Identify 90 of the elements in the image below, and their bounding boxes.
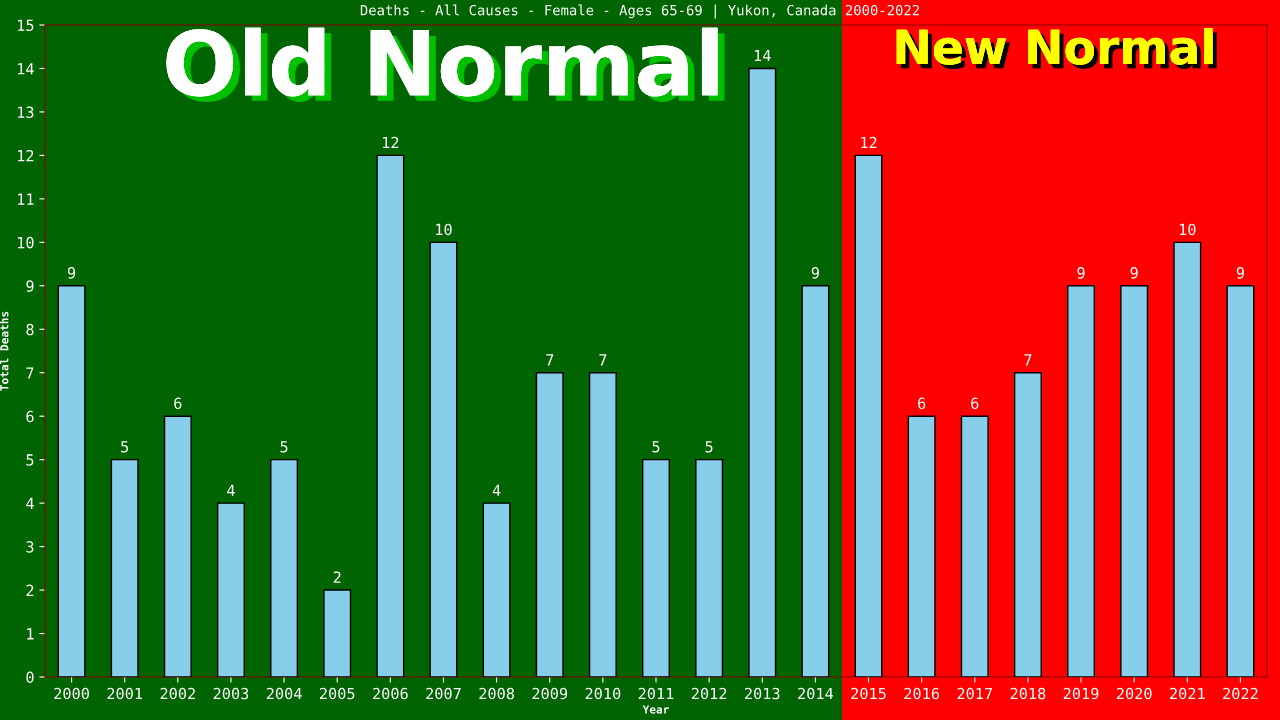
y-tick-label: 6 xyxy=(26,410,34,423)
bar xyxy=(57,285,86,677)
data-label: 14 xyxy=(754,49,771,62)
data-label: 10 xyxy=(1179,223,1196,236)
y-tick-label: 11 xyxy=(18,193,34,205)
y-tick-label: 15 xyxy=(18,19,34,32)
data-label: 2 xyxy=(333,571,341,583)
x-tick-label: 2020 xyxy=(1116,687,1152,700)
bar xyxy=(376,154,405,677)
x-tick-label: 2010 xyxy=(585,687,621,700)
bar xyxy=(1226,285,1255,677)
y-tick-label: 2 xyxy=(26,584,34,596)
data-label: 6 xyxy=(918,397,926,410)
x-tick-label: 2007 xyxy=(426,687,461,700)
y-tick-label: 14 xyxy=(18,63,34,75)
bar xyxy=(1067,285,1096,677)
bar xyxy=(216,502,245,677)
x-tick-label: 2014 xyxy=(798,687,834,700)
bar xyxy=(642,458,670,677)
bar xyxy=(323,589,352,677)
bar xyxy=(429,241,458,677)
y-tick-label: 1 xyxy=(27,628,34,640)
data-label: 9 xyxy=(1077,267,1085,279)
x-tick-label: 2000 xyxy=(54,687,89,700)
bar xyxy=(482,502,511,677)
data-label: 9 xyxy=(67,267,76,279)
data-label: 6 xyxy=(174,397,182,410)
x-tick-label: 2016 xyxy=(904,687,940,700)
bar xyxy=(535,372,564,677)
x-tick-label: 2004 xyxy=(266,687,302,700)
band-label: Old Normal xyxy=(166,27,725,102)
bar xyxy=(270,458,299,677)
x-tick-label: 2001 xyxy=(107,687,143,700)
bar xyxy=(695,458,724,677)
x-tick-label: 2002 xyxy=(160,687,195,700)
x-tick-label: 2017 xyxy=(957,687,993,700)
bar xyxy=(960,415,989,677)
y-tick-label: 12 xyxy=(18,149,34,162)
y-tick-label: 0 xyxy=(26,671,34,684)
chart-title: Deaths - All Causes - Female - Ages 65-69 | Yukon, Canada 2000-2022 xyxy=(360,4,919,19)
x-tick-label: 2022 xyxy=(1223,687,1258,700)
data-label: 6 xyxy=(971,397,979,410)
data-label: 5 xyxy=(280,441,288,453)
data-label: 12 xyxy=(861,136,877,149)
data-label: 9 xyxy=(1130,267,1138,279)
data-label: 12 xyxy=(382,136,399,149)
data-label: 4 xyxy=(492,484,501,496)
bar xyxy=(163,415,192,677)
x-tick-label: 2018 xyxy=(1010,687,1046,700)
y-tick-label: 7 xyxy=(26,367,34,379)
x-axis-title: Year xyxy=(642,705,669,714)
y-tick-label: 13 xyxy=(18,106,34,118)
x-tick-label: 2006 xyxy=(373,687,408,700)
y-tick-label: 10 xyxy=(18,236,34,249)
x-tick-label: 2019 xyxy=(1063,687,1099,700)
data-label: 5 xyxy=(705,441,713,453)
x-tick-label: 2008 xyxy=(479,687,515,700)
y-axis-title: Total Deaths xyxy=(0,311,9,391)
y-tick-label: 9 xyxy=(26,280,34,292)
bar xyxy=(801,285,830,677)
band-label: New Normal xyxy=(896,28,1217,69)
bar xyxy=(748,67,777,677)
x-tick-label: 2013 xyxy=(745,687,780,700)
data-label: 7 xyxy=(546,354,554,366)
x-tick-label: 2012 xyxy=(691,687,727,700)
data-label: 5 xyxy=(121,441,129,453)
bar xyxy=(854,154,883,677)
data-label: 7 xyxy=(1024,354,1032,366)
y-tick-label: 5 xyxy=(26,454,34,466)
data-label: 5 xyxy=(652,441,660,453)
x-tick-label: 2015 xyxy=(851,687,886,700)
data-label: 7 xyxy=(599,354,607,366)
data-label: 9 xyxy=(811,267,819,279)
data-label: 9 xyxy=(1236,267,1244,279)
bar xyxy=(907,415,936,677)
y-tick-label: 4 xyxy=(26,497,34,509)
x-tick-label: 2011 xyxy=(638,687,674,700)
x-tick-label: 2003 xyxy=(213,687,249,700)
x-tick-label: 2005 xyxy=(319,687,355,700)
x-tick-label: 2021 xyxy=(1170,687,1205,700)
x-tick-label: 2009 xyxy=(532,687,568,700)
bar xyxy=(1173,241,1202,677)
bar xyxy=(1120,285,1149,677)
bar xyxy=(110,458,139,677)
y-tick-label: 8 xyxy=(26,323,34,336)
data-label: 4 xyxy=(227,484,235,496)
data-label: 10 xyxy=(436,223,452,236)
bar xyxy=(1013,372,1042,677)
y-tick-label: 3 xyxy=(26,541,34,553)
bar xyxy=(588,372,617,677)
